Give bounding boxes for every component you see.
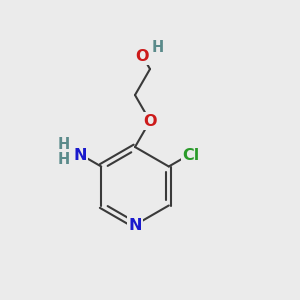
Text: O: O <box>143 113 157 128</box>
Text: O: O <box>136 49 149 64</box>
Text: Cl: Cl <box>183 148 200 163</box>
Text: N: N <box>74 148 87 163</box>
Text: N: N <box>128 218 142 232</box>
Text: H: H <box>152 40 164 55</box>
Text: H: H <box>58 152 70 167</box>
Text: H: H <box>58 137 70 152</box>
